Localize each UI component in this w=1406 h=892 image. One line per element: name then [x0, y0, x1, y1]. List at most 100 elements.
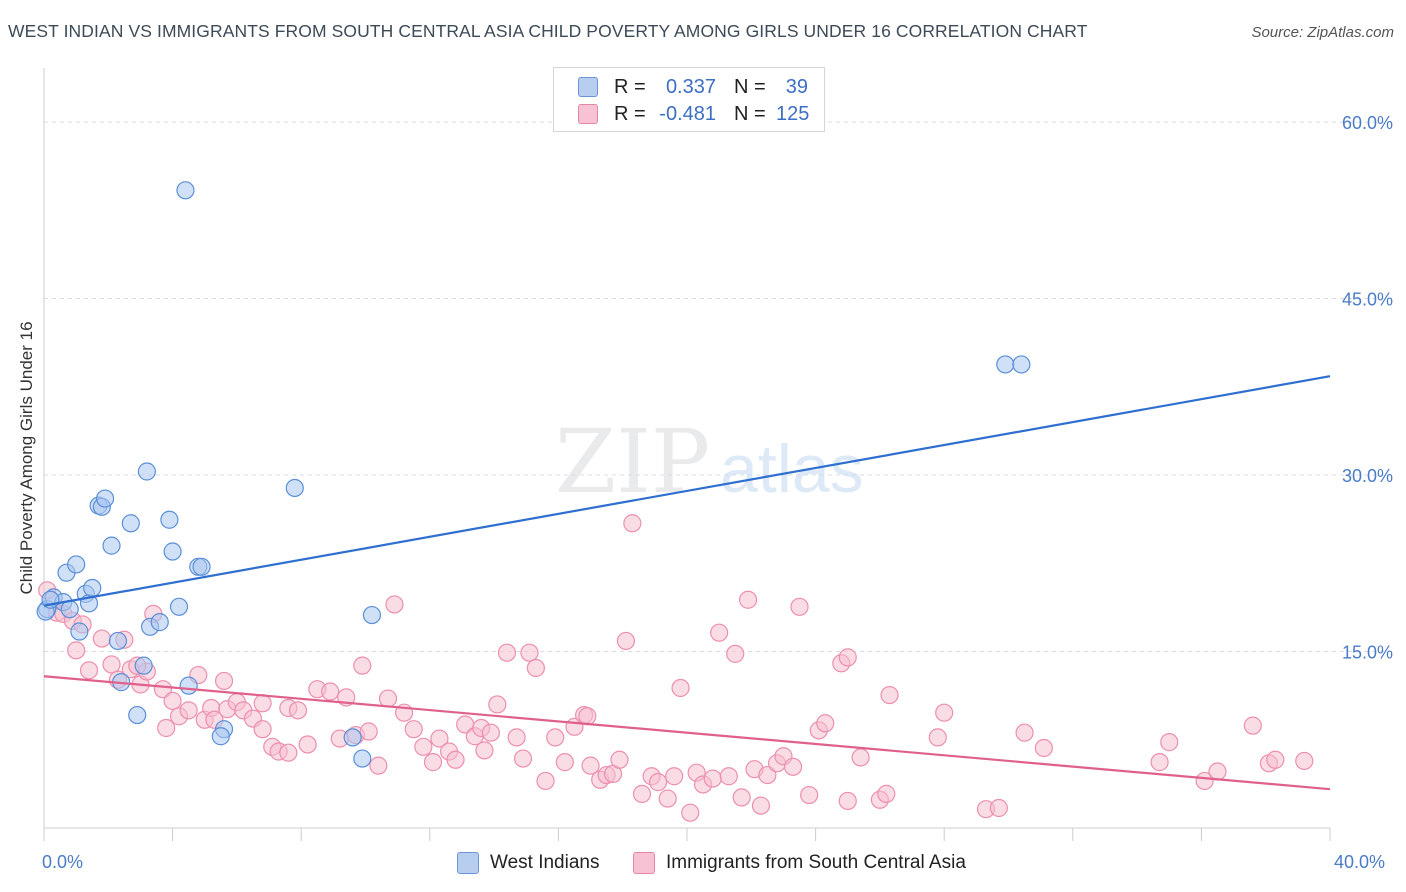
immigrants-point — [359, 722, 378, 741]
immigrants-point — [681, 803, 700, 822]
immigrants-point — [738, 590, 758, 609]
west-indians-point — [353, 749, 372, 768]
legend-row-west-indians: R = 0.337 N = 39 — [578, 74, 808, 100]
west-indians-point — [108, 631, 128, 651]
grid-lines — [44, 121, 1395, 653]
west-indians-point — [996, 355, 1015, 374]
immigrants-point — [214, 671, 234, 691]
immigrants-point — [102, 655, 121, 674]
immigrants-point — [520, 643, 539, 662]
immigrants-point — [732, 788, 751, 807]
legend-swatch-blue — [457, 852, 479, 874]
watermark-atlas: atlas — [720, 431, 864, 507]
series-west-indians-points — [36, 181, 1031, 768]
source-attribution: Source: ZipAtlas.com — [1251, 24, 1394, 41]
immigrants-point — [507, 728, 526, 747]
r-value: -0.481 — [659, 102, 716, 125]
watermark-zip: ZIP — [555, 410, 710, 513]
axes — [43, 68, 1331, 841]
x-tick-label-min: 0.0% — [42, 852, 84, 872]
immigrants-trend-line — [43, 675, 1331, 791]
y-tick-label: 15.0% — [1342, 643, 1393, 663]
immigrants-point — [488, 695, 507, 714]
immigrants-point — [790, 597, 809, 616]
immigrants-point — [179, 701, 198, 720]
y-tick-label: 45.0% — [1342, 290, 1393, 310]
west-indians-point — [285, 478, 304, 498]
west-indians-point — [83, 578, 102, 598]
immigrants-point — [555, 753, 574, 772]
series-immigrants-points — [38, 514, 1314, 822]
immigrants-point — [581, 756, 600, 775]
west-indians-point — [169, 597, 189, 616]
west-indians-point — [163, 542, 182, 561]
legend-item-west-indians: West Indians — [457, 852, 599, 874]
west-indians-point — [1012, 355, 1031, 374]
west-indians-point — [121, 514, 140, 533]
immigrants-point — [513, 749, 533, 768]
n-value: 125 — [776, 102, 810, 125]
legend-swatch-blue — [578, 77, 598, 97]
immigrants-point — [1150, 753, 1169, 772]
immigrants-point — [369, 756, 388, 775]
correlation-legend: R = 0.337 N = 39 R = -0.481 N = 125 — [553, 67, 825, 132]
immigrants-point — [253, 720, 272, 739]
trend-lines — [43, 375, 1331, 791]
immigrants-point — [658, 789, 677, 808]
immigrants-point — [446, 750, 465, 769]
y-tick-label: 60.0% — [1342, 113, 1393, 133]
legend-swatch-pink — [633, 852, 655, 874]
immigrants-point — [877, 784, 896, 803]
west-indians-point — [176, 181, 195, 200]
immigrants-point — [751, 796, 771, 815]
immigrants-point — [475, 741, 494, 760]
legend-label-immigrants: Immigrants from South Central Asia — [666, 852, 966, 873]
n-label: N = — [734, 75, 766, 98]
legend-item-immigrants: Immigrants from South Central Asia — [633, 852, 966, 874]
immigrants-point — [526, 658, 545, 678]
west-indians-point — [343, 728, 362, 747]
immigrants-point — [783, 757, 803, 776]
legend-row-immigrants: R = -0.481 N = 125 — [578, 101, 810, 127]
west-indians-point — [102, 536, 121, 555]
immigrants-point — [163, 691, 182, 711]
immigrants-point — [279, 743, 298, 762]
immigrants-point — [632, 784, 652, 803]
immigrants-point — [253, 694, 272, 713]
immigrants-point — [989, 798, 1008, 818]
west-indians-point — [362, 605, 382, 625]
immigrants-point — [578, 707, 597, 726]
west-indians-point — [160, 510, 179, 529]
immigrants-point — [719, 767, 738, 786]
immigrants-point — [935, 703, 954, 722]
n-value: 39 — [785, 75, 808, 98]
immigrants-point — [703, 769, 722, 788]
chart-title: WEST INDIAN VS IMMIGRANTS FROM SOUTH CEN… — [8, 21, 1088, 41]
immigrants-point — [665, 767, 684, 786]
immigrants-point — [67, 641, 86, 660]
west-indians-point — [150, 613, 169, 632]
r-value: 0.337 — [665, 75, 716, 98]
west-indians-point — [128, 705, 147, 725]
immigrants-point — [623, 514, 642, 533]
immigrants-point — [79, 661, 99, 680]
immigrants-point — [880, 685, 899, 705]
immigrants-point — [536, 771, 555, 791]
immigrants-point — [816, 714, 835, 733]
immigrants-point — [414, 737, 433, 756]
west-indians-point — [179, 676, 198, 695]
west-indians-point — [70, 622, 89, 641]
immigrants-point — [378, 689, 398, 708]
immigrants-point — [726, 644, 745, 663]
legend-label-west-indians: West Indians — [490, 852, 600, 873]
immigrants-point — [423, 753, 443, 772]
immigrants-point — [610, 750, 629, 769]
immigrants-point — [800, 785, 819, 805]
immigrants-point — [851, 748, 870, 767]
series-legend: West Indians Immigrants from South Centr… — [0, 852, 1406, 878]
immigrants-point — [288, 701, 308, 720]
immigrants-point — [385, 595, 404, 614]
immigrants-point — [1034, 738, 1053, 758]
x-tick-label-max: 40.0% — [1334, 852, 1386, 872]
